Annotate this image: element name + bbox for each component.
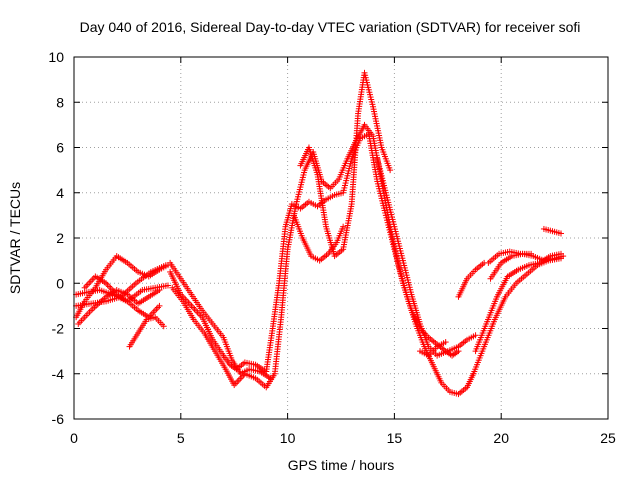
data-point [156,302,163,309]
series-track-h [169,121,477,398]
series-track-d [75,287,163,327]
y-tick-label: -2 [52,321,65,337]
series-track-q [540,225,565,237]
y-tick-label: -6 [52,411,65,427]
data-point [162,262,169,269]
y-tick-label: 2 [56,230,64,246]
y-tick-label: 6 [56,140,64,156]
data-point [267,375,274,382]
x-axis-title: GPS time / hours [288,457,395,473]
data-point [472,332,479,339]
data-points [73,69,567,398]
series-track-k [291,212,347,264]
series-track-c [73,262,169,309]
series-track-p [485,248,535,266]
x-tick-labels: 0 5 10 15 20 25 [70,430,616,446]
chart-title: Day 040 of 2016, Sidereal Day-to-day VTE… [80,19,581,35]
data-point [340,223,347,230]
y-tick-label: 8 [56,94,64,110]
series-track-r [455,259,488,300]
series-track-e [81,273,163,321]
y-tick-label: 10 [48,49,64,65]
data-point [442,339,449,346]
series-track-f [126,314,167,350]
x-tick-label: 5 [177,430,185,446]
x-tick-label: 15 [387,430,403,446]
y-tick-labels: -6 -4 -2 0 2 4 6 8 10 [48,49,64,427]
x-tick-label: 10 [280,430,296,446]
data-point [481,259,488,266]
x-tick-label: 0 [70,430,78,446]
series-track-m [470,255,565,377]
data-point [528,250,535,257]
y-tick-label: 0 [56,275,64,291]
series-track-j [297,69,394,260]
data-point [387,167,394,174]
series-track-i [167,259,274,382]
y-tick-label: 4 [56,185,64,201]
x-tick-label: 25 [600,430,616,446]
axis-ticks [73,56,609,420]
data-point [156,287,163,294]
data-point [160,323,167,330]
y-axis-title: SDTVAR / TECUs [7,182,23,294]
data-point [560,253,567,260]
x-tick-label: 20 [493,430,509,446]
y-tick-label: -4 [52,366,65,382]
data-point [558,230,565,237]
data-point [164,282,171,289]
series-track-l [374,155,479,359]
series-track-s [417,339,449,359]
